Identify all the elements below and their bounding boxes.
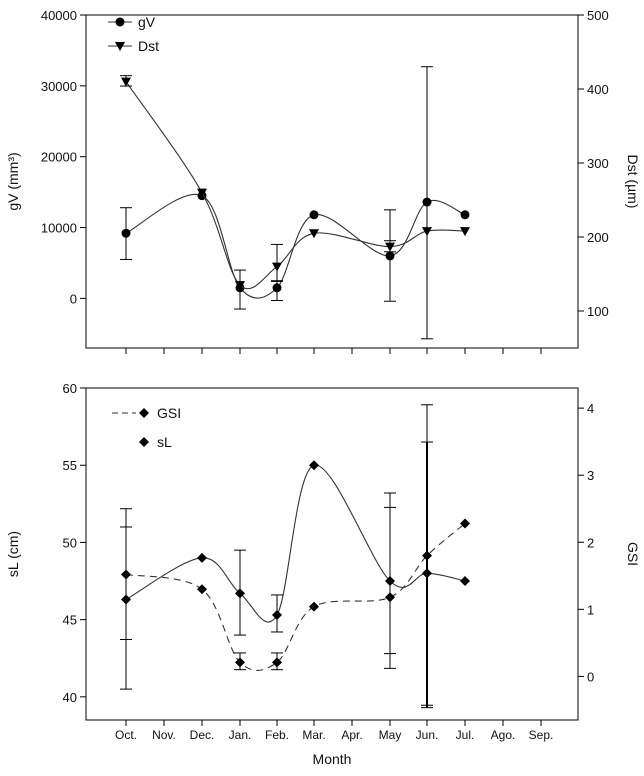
y-tick-label: 30000 <box>41 79 77 94</box>
x-tick-label: Apr. <box>341 728 362 742</box>
x-tick-label: Jun. <box>416 728 439 742</box>
data-point <box>309 210 319 220</box>
chart-panel-2: Oct. Nov. Dec. Jan. Feb. Mar. Apr. May Jun. Jul. A… <box>5 381 641 767</box>
data-point <box>121 594 131 605</box>
data-point <box>235 588 245 599</box>
x-axis-label: Month <box>313 751 352 767</box>
series-sL <box>120 441 470 709</box>
series-line <box>125 464 466 623</box>
data-point <box>385 251 395 261</box>
series-Dst <box>120 75 470 291</box>
data-point <box>309 229 319 239</box>
y2-tick-label: 400 <box>587 82 609 97</box>
series-line <box>125 523 466 671</box>
series-GSI <box>120 404 470 706</box>
legend-label: gV <box>138 14 156 30</box>
data-point <box>460 227 470 237</box>
y-tick-label: 20000 <box>41 150 77 165</box>
y-tick-label: 60 <box>63 381 77 396</box>
x-tick-label: Dec. <box>190 728 215 742</box>
y-axis-label: sL (cm) <box>5 531 21 577</box>
x-tick-label: Nov. <box>152 728 176 742</box>
data-point <box>309 460 319 471</box>
y2-tick-label: 2 <box>587 535 594 550</box>
y-tick-label: 40 <box>63 690 77 705</box>
x-tick-label: Feb. <box>265 728 289 742</box>
data-point <box>385 576 395 587</box>
x-tick-label: Jul. <box>456 728 475 742</box>
y-tick-label: 55 <box>63 458 77 473</box>
y-tick-label: 45 <box>63 613 77 628</box>
y2-tick-label: 1 <box>587 602 594 617</box>
data-point <box>272 283 282 293</box>
y2-tick-label: 100 <box>587 304 609 319</box>
x-tick-label: Mar. <box>302 728 325 742</box>
data-point <box>121 228 131 238</box>
legend-marker <box>139 408 149 418</box>
data-point <box>460 518 470 529</box>
y2-axis-label: GSI <box>625 542 641 566</box>
data-point <box>121 77 131 87</box>
data-point <box>385 242 395 252</box>
x-tick-label: Oct. <box>115 728 137 742</box>
legend-marker <box>139 437 149 447</box>
data-point <box>422 568 432 579</box>
series-line <box>125 193 466 299</box>
plot-frame <box>85 387 579 721</box>
data-point <box>197 552 207 563</box>
y-tick-label: 40000 <box>41 8 77 23</box>
y-tick-label: 10000 <box>41 221 77 236</box>
data-point <box>197 188 207 198</box>
legend-label: sL <box>157 434 172 450</box>
series-line <box>125 81 466 290</box>
x-tick-label: May <box>379 728 402 742</box>
y-tick-label: 50 <box>63 535 77 550</box>
data-point <box>422 197 432 207</box>
data-point <box>235 657 245 668</box>
data-point <box>460 210 470 220</box>
legend-label: Dst <box>138 38 159 54</box>
y2-tick-label: 300 <box>587 156 609 171</box>
chart-panel-1: 0 10000 20000 30000 40000 100 200 300 400 500 gV (… <box>5 8 641 354</box>
data-point <box>272 262 282 272</box>
y2-tick-label: 0 <box>587 669 594 684</box>
legend-marker <box>115 42 125 51</box>
data-point <box>235 281 245 291</box>
x-tick-label: Jan. <box>229 728 252 742</box>
y2-tick-label: 200 <box>587 230 609 245</box>
y2-tick-label: 4 <box>587 401 594 416</box>
y2-axis-label: Dst (µm) <box>625 155 641 209</box>
x-tick-label: Ago. <box>491 728 516 742</box>
data-point <box>272 609 282 620</box>
data-point <box>460 576 470 587</box>
data-point <box>272 657 282 668</box>
legend-label: GSI <box>157 405 181 421</box>
data-point <box>309 601 319 612</box>
legend-marker <box>115 17 125 27</box>
series-gV <box>120 66 470 340</box>
y2-tick-label: 500 <box>587 8 609 23</box>
data-point <box>197 584 207 595</box>
y2-tick-label: 3 <box>587 468 594 483</box>
x-tick-label: Sep. <box>529 728 554 742</box>
plot-frame <box>85 14 579 349</box>
y-tick-label: 0 <box>70 291 77 306</box>
data-point <box>422 227 432 237</box>
y-axis-label: gV (mm³) <box>5 152 21 210</box>
